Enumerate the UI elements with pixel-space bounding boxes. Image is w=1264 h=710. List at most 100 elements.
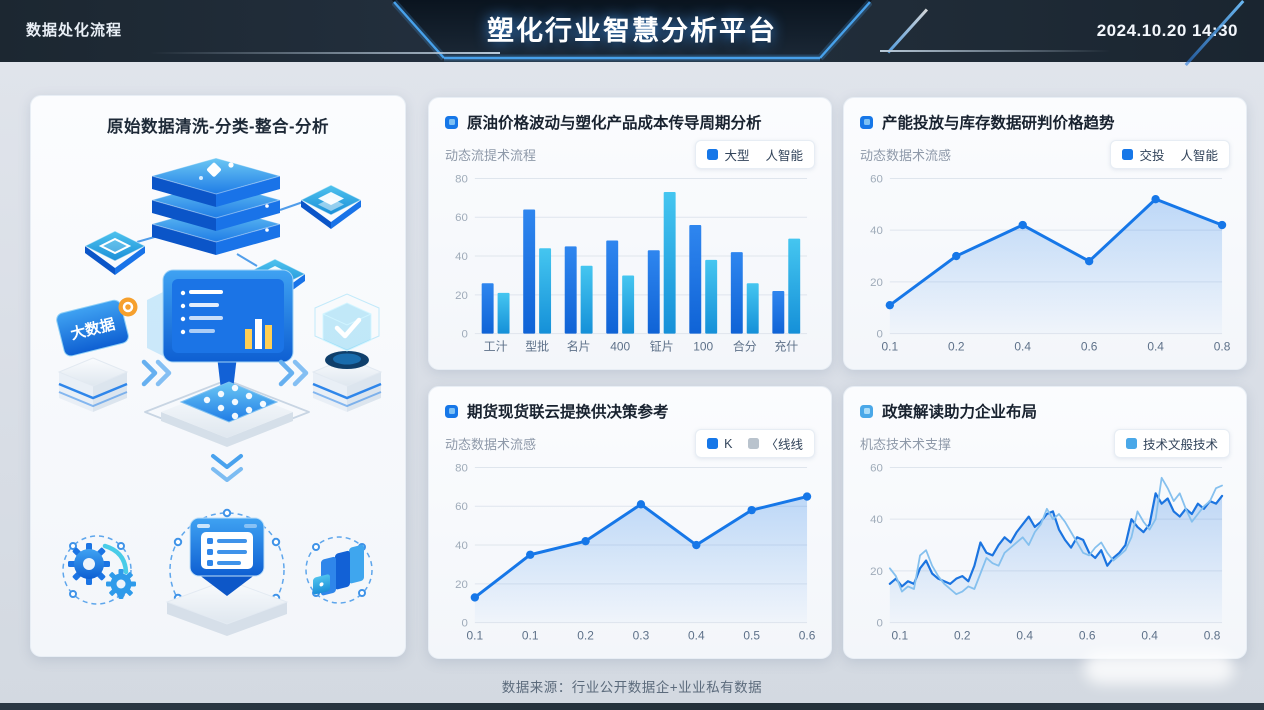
chart-legend[interactable]: 技术文般技术 xyxy=(1113,429,1230,458)
svg-text:0: 0 xyxy=(462,618,468,630)
svg-text:100: 100 xyxy=(693,340,713,354)
svg-text:0: 0 xyxy=(462,329,468,341)
flow-illustration: 大数据 xyxy=(56,157,383,636)
watermark-blur xyxy=(1084,652,1234,684)
svg-text:60: 60 xyxy=(455,212,468,224)
gears-icon xyxy=(62,535,136,605)
header-left-label: 数据处化流程 xyxy=(26,22,123,39)
svg-text:0.1: 0.1 xyxy=(467,629,484,643)
svg-text:0.6: 0.6 xyxy=(1081,340,1098,354)
card-title: 产能投放与库存数据研判价格趋势 xyxy=(882,115,1115,132)
layers-icon xyxy=(305,536,373,604)
app-header: 数据处化流程 塑化行业智慧分析平台 2024.10.20 14:30 xyxy=(0,0,1264,66)
multi-line-chart: 0 20 40 60 0.1 0.2 0.4 0.6 0.4 0.8 xyxy=(870,462,1224,643)
legend-label: 人智能 xyxy=(1180,149,1218,163)
svg-text:工汁: 工汁 xyxy=(484,340,508,354)
card-title: 原油价格波动与塑化产品成本传导周期分析 xyxy=(467,115,762,132)
server-stack-icon xyxy=(150,157,282,255)
line-chart: 0 20 40 60 0.1 0.2 0.4 0.6 0.4 0.8 xyxy=(870,173,1230,354)
legend-label: 技术文般技术 xyxy=(1142,438,1218,452)
svg-text:0.4: 0.4 xyxy=(1014,340,1031,354)
svg-text:0: 0 xyxy=(877,329,883,341)
svg-text:80: 80 xyxy=(455,462,468,474)
svg-text:0.2: 0.2 xyxy=(577,629,594,643)
card-title: 期货现货联云提换供决策参考 xyxy=(467,404,669,421)
svg-text:0.2: 0.2 xyxy=(948,340,965,354)
chart-legend[interactable]: 大型 人智能 xyxy=(695,140,815,169)
legend-item[interactable]: 技术文般技术 xyxy=(1125,434,1218,453)
legend-item[interactable]: K xyxy=(707,437,732,451)
svg-text:20: 20 xyxy=(870,566,883,578)
svg-text:20: 20 xyxy=(455,579,468,591)
legend-label: 〈线线 xyxy=(765,438,803,452)
data-tile-icon xyxy=(83,230,147,275)
bottom-accent-bar xyxy=(0,703,1264,710)
svg-text:60: 60 xyxy=(455,501,468,513)
svg-text:0.5: 0.5 xyxy=(743,629,760,643)
panel-title-icon xyxy=(860,404,873,418)
legend-item[interactable]: 〈线线 xyxy=(748,434,803,453)
card-subtitle: 机态技术术支撑 xyxy=(860,437,952,452)
svg-text:充什: 充什 xyxy=(774,340,798,354)
big-data-sign: 大数据 xyxy=(56,297,138,412)
svg-text:20: 20 xyxy=(455,290,468,302)
svg-text:0.1: 0.1 xyxy=(882,340,899,354)
svg-text:0.1: 0.1 xyxy=(892,629,909,643)
card-subtitle: 动态数据术流感 xyxy=(860,148,952,163)
svg-text:20: 20 xyxy=(870,277,883,289)
svg-text:80: 80 xyxy=(455,173,468,185)
document-list-icon xyxy=(165,508,289,636)
svg-text:0.1: 0.1 xyxy=(522,629,539,643)
svg-text:60: 60 xyxy=(870,173,883,185)
legend-label: 大型 xyxy=(724,149,750,163)
legend-swatch xyxy=(707,438,719,449)
monitor-dashboard-icon xyxy=(144,269,310,447)
title-banner: 塑化行业智慧分析平台 xyxy=(391,0,873,62)
page-title: 塑化行业智慧分析平台 xyxy=(487,16,777,46)
svg-text:40: 40 xyxy=(455,540,468,552)
header-accent-line xyxy=(150,52,500,54)
svg-text:0.2: 0.2 xyxy=(954,629,971,643)
legend-item[interactable]: 人智能 xyxy=(1180,145,1218,164)
flow-arrow-icon xyxy=(278,359,309,387)
panel-card-futures-spot: 期货现货联云提换供决策参考 动态数据术流感 K 〈线线 0 20 40 60 80 0.1… xyxy=(428,386,832,659)
header-accent-streak xyxy=(886,8,929,54)
banner-shape-icon xyxy=(391,0,873,62)
card-title: 政策解读助力企业布局 xyxy=(882,404,1038,421)
line-chart: 0 20 40 60 80 0.1 0.1 0.2 0.3 0.4 0.5 0.6 xyxy=(455,462,815,643)
panel-card-policy: 政策解读助力企业布局 机态技术术支撑 技术文般技术 0 20 40 60 0.1 0.2 0… xyxy=(843,386,1247,659)
svg-text:40: 40 xyxy=(870,225,883,237)
svg-text:0.4: 0.4 xyxy=(1141,629,1158,643)
svg-text:40: 40 xyxy=(455,251,468,263)
legend-label: 人智能 xyxy=(765,149,803,163)
svg-text:钲片: 钲片 xyxy=(650,340,674,354)
svg-text:400: 400 xyxy=(610,340,630,354)
panel-title-icon xyxy=(445,115,458,129)
legend-item[interactable]: 大型 xyxy=(707,145,749,164)
legend-label: 交投 xyxy=(1139,149,1165,163)
header-accent-line xyxy=(880,50,1110,52)
svg-text:0.4: 0.4 xyxy=(1147,340,1164,354)
chart-legend[interactable]: 交投 人智能 xyxy=(1110,140,1230,169)
svg-text:0.3: 0.3 xyxy=(633,629,650,643)
panel-title-icon xyxy=(860,115,873,129)
svg-text:合分: 合分 xyxy=(733,340,757,354)
chart-legend[interactable]: K 〈线线 xyxy=(695,429,815,458)
svg-text:0.6: 0.6 xyxy=(799,629,815,643)
legend-item[interactable]: 人智能 xyxy=(765,145,803,164)
panel-card-oil-cost: 原油价格波动与塑化产品成本传导周期分析 动态流提术流程 大型 人智能 0 20 40… xyxy=(428,97,832,370)
data-tile-icon xyxy=(299,184,363,229)
svg-text:0.6: 0.6 xyxy=(1079,629,1096,643)
card-subtitle: 动态流提术流程 xyxy=(445,148,537,163)
card-subtitle: 动态数据术流感 xyxy=(445,437,537,452)
legend-swatch xyxy=(1125,438,1137,449)
svg-text:0.8: 0.8 xyxy=(1214,340,1230,354)
down-chevrons-icon xyxy=(211,454,243,482)
header-timestamp: 2024.10.20 14:30 xyxy=(1096,21,1238,40)
legend-item[interactable]: 交投 xyxy=(1122,145,1164,164)
legend-label: K xyxy=(724,436,733,451)
svg-text:名片: 名片 xyxy=(567,340,591,354)
data-source-note: 数据来源：行业公开数据企+业业私有数据 xyxy=(501,680,763,695)
svg-text:0.4: 0.4 xyxy=(1016,629,1033,643)
panel-card-capacity-inventory: 产能投放与库存数据研判价格趋势 动态数据术流感 交投 人智能 0 20 40 60 0.… xyxy=(843,97,1247,370)
